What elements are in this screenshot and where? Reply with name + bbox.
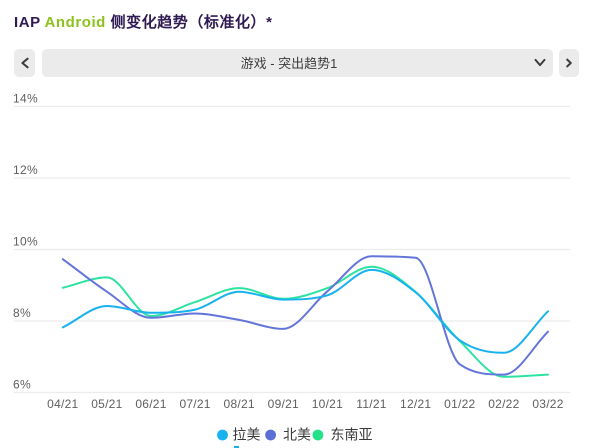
svg-text:05/21: 05/21	[91, 397, 122, 411]
svg-text:12/21: 12/21	[400, 397, 431, 411]
svg-text:03/22: 03/22	[532, 397, 563, 411]
svg-text:08/21: 08/21	[224, 397, 255, 411]
svg-text:11/21: 11/21	[356, 397, 386, 411]
svg-text:拉美: 拉美	[233, 427, 261, 443]
svg-text:10%: 10%	[13, 235, 38, 249]
svg-text:14%: 14%	[13, 92, 38, 106]
svg-text:02/22: 02/22	[488, 397, 519, 411]
svg-text:8%: 8%	[13, 306, 31, 320]
svg-text:01/22: 01/22	[444, 397, 475, 411]
svg-text:6%: 6%	[13, 378, 31, 392]
svg-text:北美: 北美	[283, 427, 311, 443]
svg-text:07/21: 07/21	[179, 397, 210, 411]
svg-text:12%: 12%	[13, 163, 38, 177]
svg-text:06/21: 06/21	[135, 397, 166, 411]
svg-text:04/21: 04/21	[47, 397, 78, 411]
svg-text:10/21: 10/21	[312, 397, 343, 411]
svg-text:东南亚: 东南亚	[331, 427, 373, 443]
svg-text:09/21: 09/21	[268, 397, 299, 411]
